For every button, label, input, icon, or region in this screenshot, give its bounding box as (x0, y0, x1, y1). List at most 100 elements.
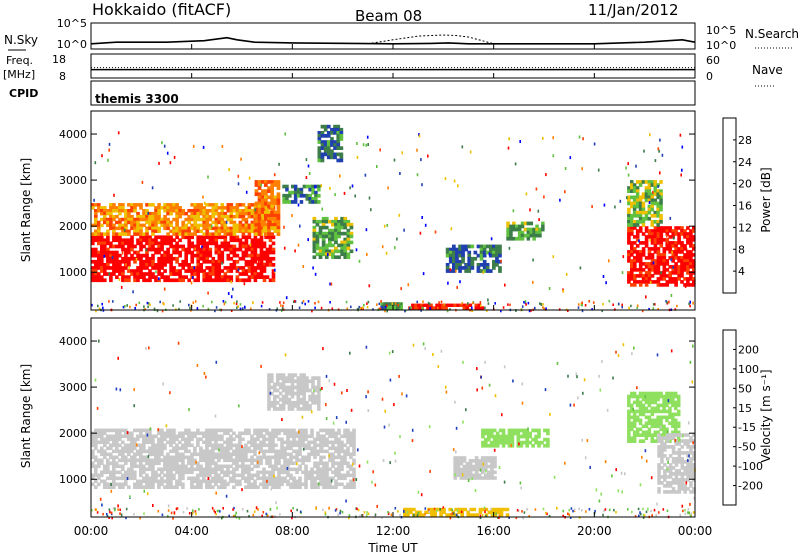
heatmap-cell (163, 479, 167, 484)
heatmap-cell (166, 253, 170, 258)
heatmap-cell (638, 241, 643, 245)
heatmap-cell (448, 256, 453, 261)
heatmap-cell (226, 229, 231, 233)
heatmap-cell (214, 272, 219, 276)
heatmap-cell (115, 220, 119, 225)
heatmap-cell (305, 388, 309, 393)
heatmap-cell (668, 256, 672, 260)
heatmap-cell (311, 187, 315, 192)
heatmap-cell (151, 244, 155, 249)
heatmap-cell (118, 206, 122, 210)
heatmap-cell (278, 373, 283, 377)
heatmap-cell (235, 206, 240, 210)
heatmap-cell (256, 434, 260, 439)
heatmap-cell (208, 266, 213, 270)
heatmap-cell (253, 278, 258, 283)
heatmap-speck (317, 482, 320, 486)
heatmap-cell (256, 464, 260, 469)
heatmap-cell (154, 446, 158, 451)
heatmap-cell (523, 221, 528, 226)
heatmap-cell (459, 473, 464, 477)
heatmap-speck (471, 309, 474, 313)
heatmap-cell (331, 470, 335, 475)
heatmap-cell (313, 464, 317, 469)
heatmap-speck (484, 360, 486, 364)
heatmap-cell (220, 250, 225, 255)
heatmap-cell (273, 394, 277, 399)
heatmap-cell (310, 452, 314, 457)
heatmap-cell (256, 476, 260, 481)
heatmap-cell (124, 458, 128, 463)
heatmap-cell (223, 232, 228, 236)
heatmap-cell (657, 487, 661, 491)
heatmap-cell (498, 253, 502, 258)
heatmap-cell (199, 203, 203, 207)
heatmap-cell (482, 253, 487, 258)
heatmap-cell (166, 250, 170, 255)
heatmap-cell (256, 470, 260, 475)
heatmap-cell (465, 462, 470, 466)
heatmap-cell (647, 253, 652, 257)
noise-right-label: N.Search (745, 27, 799, 41)
heatmap-cell (127, 470, 131, 475)
heatmap-cell (139, 263, 143, 267)
heatmap-cell (647, 427, 652, 432)
heatmap-cell (647, 247, 652, 251)
heatmap-cell (199, 446, 203, 451)
heatmap-cell (259, 470, 263, 475)
heatmap-speck (643, 149, 645, 153)
heatmap-cell (103, 470, 107, 475)
heatmap-cell (94, 232, 98, 236)
heatmap-cell (91, 275, 95, 279)
heatmap-cell (323, 152, 328, 157)
heatmap-cell (276, 223, 281, 227)
heatmap-cell (202, 470, 206, 475)
heatmap-cell (250, 223, 255, 228)
heatmap-cell (674, 283, 678, 287)
heatmap-cell (172, 256, 176, 261)
heatmap-cell (346, 461, 350, 466)
heatmap-cell (339, 134, 344, 138)
heatmap-cell (94, 440, 98, 445)
heatmap-cell (253, 238, 258, 243)
heatmap-cell (448, 507, 452, 512)
heatmap-cell (650, 232, 655, 236)
heatmap-cell (178, 446, 182, 451)
heatmap-cell (139, 206, 143, 210)
heatmap-speck (243, 305, 246, 309)
heatmap-cell (330, 143, 334, 147)
heatmap-speck (680, 173, 682, 177)
heatmap-cell (254, 229, 259, 233)
heatmap-cell (520, 221, 525, 226)
heatmap-cell (659, 262, 664, 266)
heatmap-speck (248, 176, 251, 180)
heatmap-cell (633, 247, 637, 251)
heatmap-cell (94, 485, 98, 489)
heatmap-cell (223, 238, 228, 243)
heatmap-cell (630, 403, 634, 408)
heatmap-cell (193, 476, 197, 481)
heatmap-cell (145, 263, 149, 267)
heatmap-cell (301, 470, 305, 475)
heatmap-speck (525, 303, 527, 306)
heatmap-cell (319, 482, 323, 487)
heatmap-cell (166, 458, 170, 463)
heatmap-speck (449, 308, 451, 311)
heatmap-cell (322, 485, 326, 489)
heatmap-speck (535, 187, 538, 191)
heatmap-cell (296, 394, 300, 399)
heatmap-speck (465, 263, 468, 267)
heatmap-cell (139, 272, 143, 276)
heatmap-cell (145, 482, 149, 487)
heatmap-speck (347, 465, 350, 469)
heatmap-cell (238, 479, 242, 484)
heatmap-cell (680, 259, 684, 263)
heatmap-cell (653, 238, 658, 242)
heatmap-cell (133, 217, 137, 222)
heatmap-cell (217, 263, 222, 267)
heatmap-cell (244, 206, 249, 210)
heatmap-cell (647, 198, 652, 203)
heatmap-cell (418, 510, 422, 514)
heatmap-speck (588, 300, 590, 303)
heatmap-cell (498, 250, 502, 255)
